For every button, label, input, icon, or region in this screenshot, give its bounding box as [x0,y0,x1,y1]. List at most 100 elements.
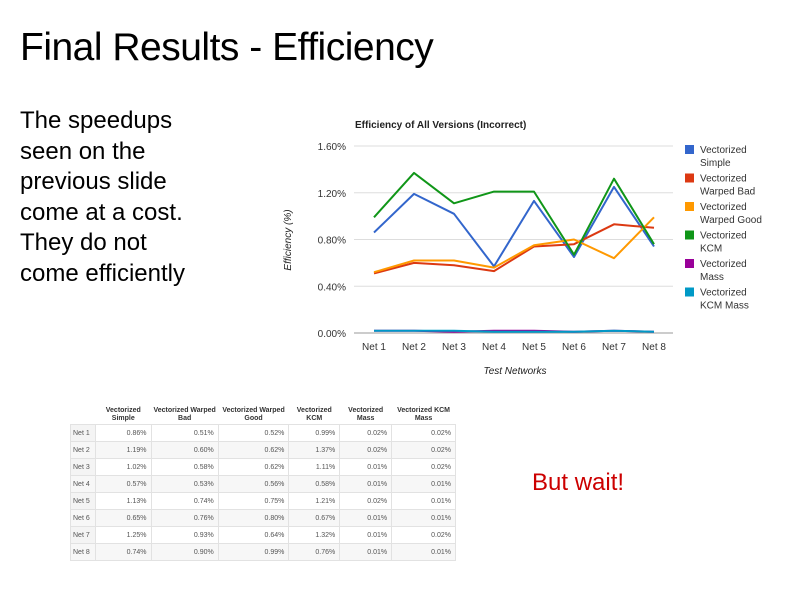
table-cell: 0.67% [288,509,341,527]
table-cell: 0.58% [288,475,341,493]
table-cell: 0.62% [217,441,290,459]
legend-swatch [685,230,694,240]
table-column-header: Vectorized Warped Good [222,407,285,422]
table-row: Net 4 0.57% 0.53% 0.56% 0.58% 0.01% 0.01% [70,475,456,493]
table-cell: 0.02% [339,424,393,442]
x-tick-label: Net 2 [402,342,426,353]
table-cell: 0.57% [95,475,152,493]
table-row-header: Net 2 [70,441,96,459]
table-cell: 0.60% [150,441,219,459]
x-tick-label: Net 1 [362,342,386,353]
legend-label: Vectorized [700,259,747,270]
legend-label: Warped Bad [700,187,755,198]
legend-label: KCM Mass [700,301,749,312]
legend-swatch [685,202,694,211]
legend-label: Vectorized [700,174,747,185]
y-tick-label: 0.40% [318,282,346,293]
efficiency-line-chart: Efficiency of All Versions (Incorrect) E… [270,112,770,384]
table-cell: 0.53% [150,475,219,493]
table-cell: 0.02% [391,441,456,459]
table-cell: 0.01% [391,543,456,561]
table-cell: 0.01% [339,458,393,476]
table-row: Net 1 0.86% 0.51% 0.52% 0.99% 0.02% 0.02% [70,424,456,442]
table-cell: 1.25% [95,526,152,544]
table-column-header: Vectorized Simple [105,407,141,422]
table-cell: 0.90% [150,543,219,561]
table-cell: 0.80% [217,509,290,527]
table-row-header: Net 4 [70,475,96,493]
table-cell: 0.01% [391,492,456,510]
table-cell: 0.01% [339,526,393,544]
table-cell: 0.01% [391,475,456,493]
table-cell: 0.74% [150,492,219,510]
table-cell: 0.58% [150,458,219,476]
y-tick-label: 1.60% [318,142,346,153]
legend-swatch [685,173,694,183]
table-row-header: Net 7 [70,526,96,544]
series-line-6 [374,329,655,333]
chart-canvas: Efficiency of All Versions (Incorrect) E… [283,120,762,377]
table-cell: 1.37% [288,441,341,459]
table-cell: 1.13% [95,492,152,510]
table-cell: 0.93% [150,526,219,544]
table-cell: 1.21% [288,492,341,510]
y-tick-label: 1.20% [318,189,346,200]
callout-text: But wait! [532,469,625,496]
y-axis-label: Efficiency (%) [283,209,294,270]
table-column-header: Vectorized KCM [296,407,332,422]
x-tick-label: Net 7 [602,342,626,353]
table-row-header: Net 8 [70,543,96,561]
legend-label: Vectorized [700,145,747,156]
table-row-header: Net 1 [70,424,96,442]
table-row: Net 6 0.65% 0.76% 0.80% 0.67% 0.01% 0.01% [70,509,456,527]
table-cell: 0.02% [391,424,456,442]
table-cell: 0.64% [217,526,290,544]
x-tick-label: Net 8 [642,342,666,353]
legend-label: Warped Good [700,215,762,226]
legend-swatch [685,287,694,297]
table-cell: 0.02% [391,458,456,476]
table-cell: 1.11% [288,458,341,476]
table-cell: 0.01% [339,475,393,493]
legend-label: KCM [700,244,722,255]
series-line-3 [373,216,655,274]
x-tick-label: Net 3 [442,342,466,353]
table-row: Net 5 1.13% 0.74% 0.75% 1.21% 0.02% 0.01% [70,492,456,510]
table-cell: 0.76% [150,509,219,527]
table-cell: 0.02% [391,526,456,544]
table-corner-cell [71,406,96,425]
table-column-header: Vectorized KCM Mass [397,407,451,422]
table-cell: 0.02% [339,492,393,510]
body-text: The speedups seen on the previous slide … [20,107,185,287]
table-cell: 1.02% [95,458,152,476]
table-cell: 0.86% [95,424,152,442]
table-cell: 0.01% [391,509,456,527]
table-cell: 0.99% [288,424,341,442]
series-line-1 [373,185,655,268]
table-cell: 0.65% [95,509,152,527]
legend-label: Simple [700,158,731,169]
legend-swatch [685,145,694,154]
table-cell: 0.56% [217,475,290,493]
table-cell: 0.51% [150,424,219,442]
table-cell: 0.62% [217,458,290,476]
chart-title: Efficiency of All Versions (Incorrect) [355,120,526,131]
legend-label: Vectorized [700,288,747,299]
table-row-header: Net 3 [70,458,96,476]
legend-swatch [685,259,694,268]
table-cell: 0.02% [339,441,393,459]
table-header-row: Vectorized Simple Vectorized Warped Bad Ve… [71,406,456,425]
x-tick-label: Net 4 [482,342,506,353]
table-row: Net 3 1.02% 0.58% 0.62% 1.11% 0.01% 0.02% [70,458,456,476]
table-cell: 0.99% [217,543,290,561]
table-row: Net 7 1.25% 0.93% 0.64% 1.32% 0.01% 0.02% [70,526,456,544]
table-cell: 0.76% [288,543,341,561]
legend-label: Vectorized [700,202,747,213]
table-row: Net 8 0.74% 0.90% 0.99% 0.76% 0.01% 0.01% [70,543,456,561]
legend-label: Vectorized [700,231,747,242]
y-tick-label: 0.00% [318,329,346,340]
legend-label: Mass [700,272,724,283]
x-tick-label: Net 5 [522,342,546,353]
table-cell: 1.32% [288,526,341,544]
results-table: Vectorized Simple Vectorized Warped Bad Ve… [70,406,456,561]
